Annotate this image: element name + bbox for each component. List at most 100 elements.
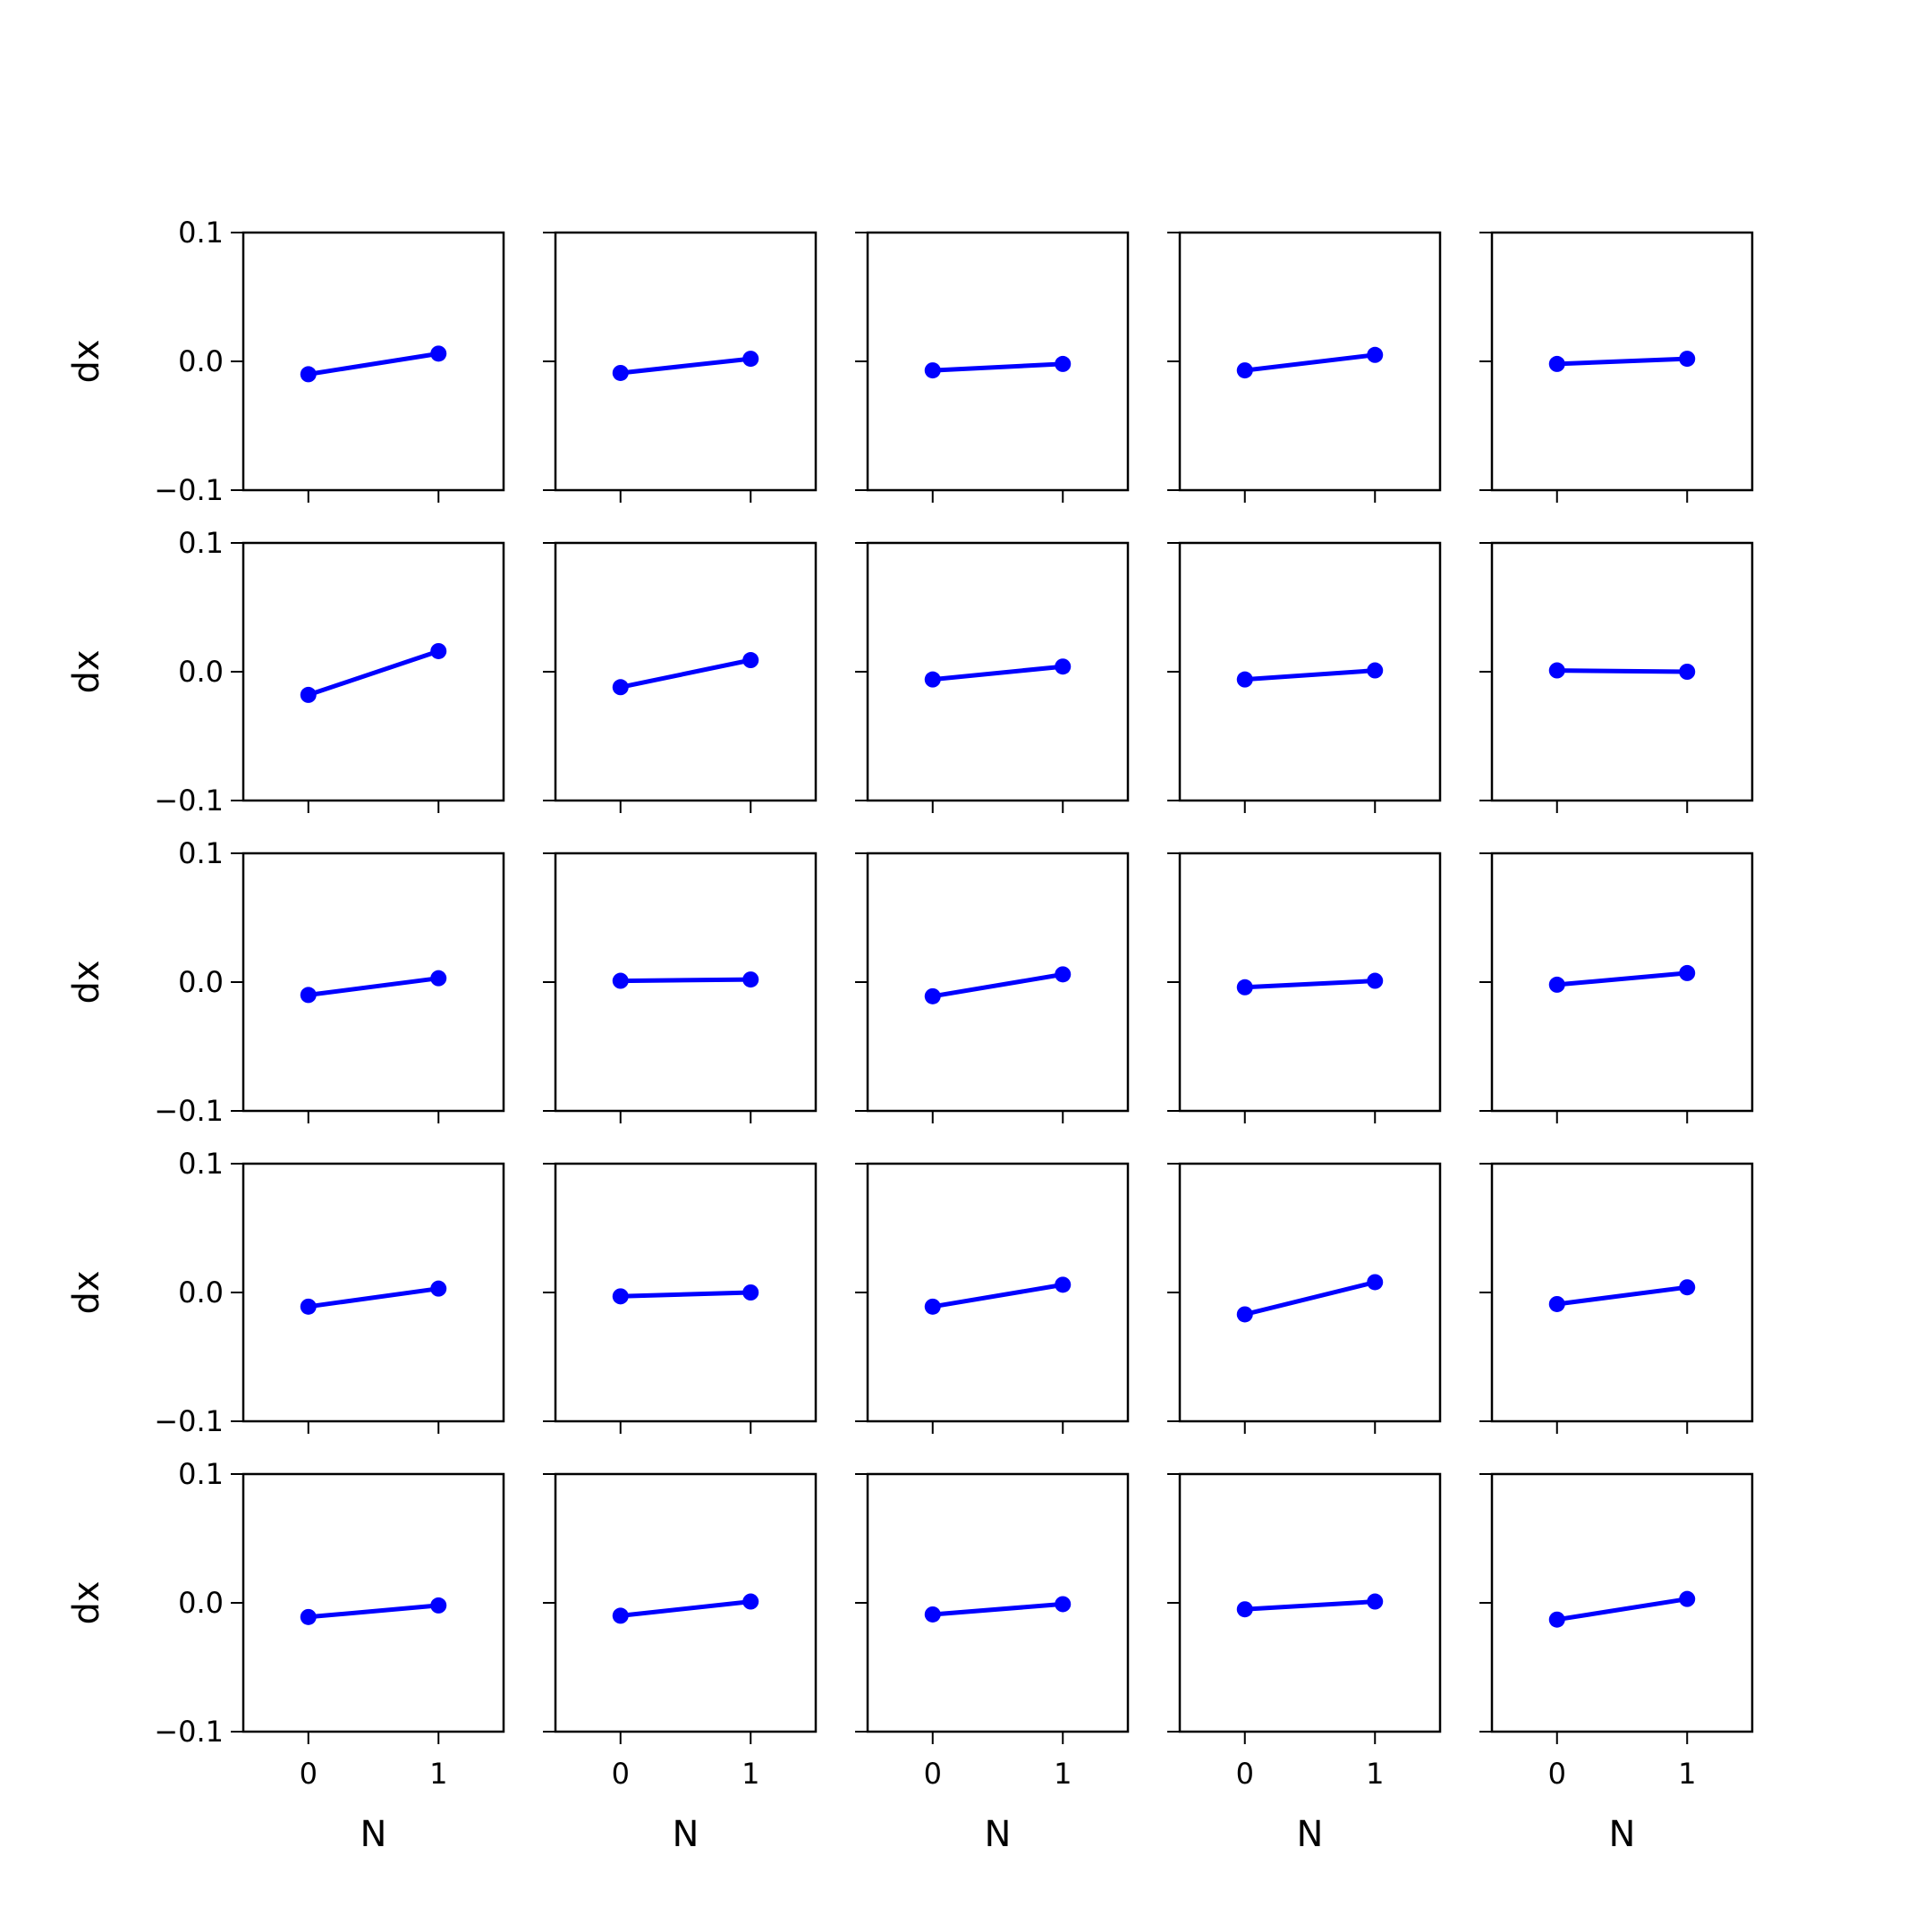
data-point <box>1679 1279 1696 1296</box>
subplot-r2-c1: −0.1 0.0 0.1 dx <box>66 526 505 818</box>
data-point <box>1055 966 1072 983</box>
subplot-r3-c2 <box>543 852 818 1123</box>
data-point <box>430 970 447 987</box>
axes-frame <box>1178 1162 1442 1423</box>
series-line <box>1244 668 1376 682</box>
data-point <box>924 362 941 379</box>
x-tick-label: 0 <box>1236 1757 1254 1791</box>
data-point <box>1367 972 1384 989</box>
subplot-r2-c3 <box>855 541 1130 813</box>
subplot-r1-c1: −0.1 0.0 0.1 dx <box>66 216 505 507</box>
subplot-r5-c3: 0 1 N <box>855 1472 1130 1855</box>
data-point <box>430 345 447 362</box>
series-line <box>620 657 751 690</box>
axes-frame <box>1178 1472 1442 1733</box>
subplot-r5-c1: −0.1 0.0 0.1 0 1 dx N <box>66 1457 505 1855</box>
series-line <box>308 1286 439 1309</box>
data-point <box>1548 1611 1565 1628</box>
y-axis-label: dx <box>66 960 107 1004</box>
data-point <box>612 679 629 696</box>
data-point <box>924 1606 941 1623</box>
y-axis-label: dx <box>66 1270 107 1314</box>
series-line <box>932 971 1063 999</box>
data-point <box>742 652 759 669</box>
x-tick-label: 1 <box>1054 1757 1072 1791</box>
data-point <box>612 972 629 989</box>
series-line <box>1244 352 1376 373</box>
series-line <box>932 664 1063 682</box>
x-axis-label: N <box>673 1814 699 1855</box>
y-axis-label: dx <box>66 649 107 693</box>
x-tick-label: 1 <box>1678 1757 1696 1791</box>
y-axis-label: dx <box>66 1580 107 1624</box>
series-line <box>308 351 439 377</box>
data-point <box>300 366 317 383</box>
data-point <box>300 1608 317 1625</box>
axes-frame <box>866 1162 1130 1423</box>
y-tick-label: 0.1 <box>178 1147 224 1181</box>
axes-frame <box>242 852 505 1113</box>
x-tick-label: 1 <box>741 1757 759 1791</box>
axes-frame <box>1490 1472 1754 1733</box>
subplot-r5-c4: 0 1 N <box>1167 1472 1442 1855</box>
y-tick-label: −0.1 <box>154 1094 224 1128</box>
x-axis-label: N <box>360 1814 387 1855</box>
data-point <box>1236 1601 1253 1618</box>
subplot-r4-c5 <box>1479 1162 1754 1434</box>
y-tick-label: 0.0 <box>178 1275 224 1309</box>
data-point <box>742 1593 759 1610</box>
data-point <box>612 364 629 381</box>
data-point <box>1679 664 1696 680</box>
series-line <box>1244 979 1376 990</box>
x-axis-label: N <box>1297 1814 1324 1855</box>
x-axis-label: N <box>1609 1814 1636 1855</box>
series-line <box>1244 1599 1376 1612</box>
data-point <box>1055 1276 1072 1293</box>
axes-frame <box>866 231 1130 492</box>
subplot-r3-c4 <box>1167 852 1442 1123</box>
y-tick-label: 0.0 <box>178 655 224 689</box>
data-point <box>300 686 317 703</box>
data-point <box>1236 979 1253 996</box>
data-point <box>1055 658 1072 675</box>
subplot-r5-c2: 0 1 N <box>543 1472 818 1855</box>
y-tick-label: −0.1 <box>154 473 224 507</box>
subplot-r4-c4 <box>1167 1162 1442 1434</box>
data-point <box>1548 355 1565 372</box>
data-point <box>924 1298 941 1315</box>
subplot-r3-c1: −0.1 0.0 0.1 dx <box>66 836 505 1128</box>
data-point <box>1548 976 1565 993</box>
x-tick-label: 0 <box>612 1757 630 1791</box>
series-line <box>620 977 751 984</box>
data-point <box>1367 662 1384 679</box>
subplot-r1-c3 <box>855 231 1130 503</box>
subplot-r2-c2 <box>543 541 818 813</box>
axes-frame <box>1490 1162 1754 1423</box>
y-tick-label: 0.1 <box>178 1457 224 1491</box>
data-point <box>1367 1593 1384 1610</box>
data-point <box>1679 1590 1696 1607</box>
y-tick-label: 0.1 <box>178 216 224 250</box>
data-point <box>430 1597 447 1614</box>
subplot-r1-c4 <box>1167 231 1442 503</box>
y-tick-label: −0.1 <box>154 784 224 818</box>
series-line <box>620 1290 751 1299</box>
series-line <box>932 1282 1063 1309</box>
axes-frame <box>242 1472 505 1733</box>
data-point <box>1548 1295 1565 1312</box>
data-point <box>430 642 447 659</box>
axes-frame <box>554 231 818 492</box>
axes-frame <box>866 1472 1130 1733</box>
axes-frame <box>866 852 1130 1113</box>
data-point <box>1679 964 1696 981</box>
x-tick-label: 0 <box>1548 1757 1566 1791</box>
x-tick-label: 0 <box>924 1757 942 1791</box>
data-point <box>924 987 941 1004</box>
data-point <box>1236 1306 1253 1323</box>
data-point <box>612 1607 629 1624</box>
data-point <box>300 987 317 1004</box>
series-line <box>1556 1284 1688 1307</box>
axes-frame <box>554 1472 818 1733</box>
subplot-r1-c5 <box>1479 231 1754 503</box>
